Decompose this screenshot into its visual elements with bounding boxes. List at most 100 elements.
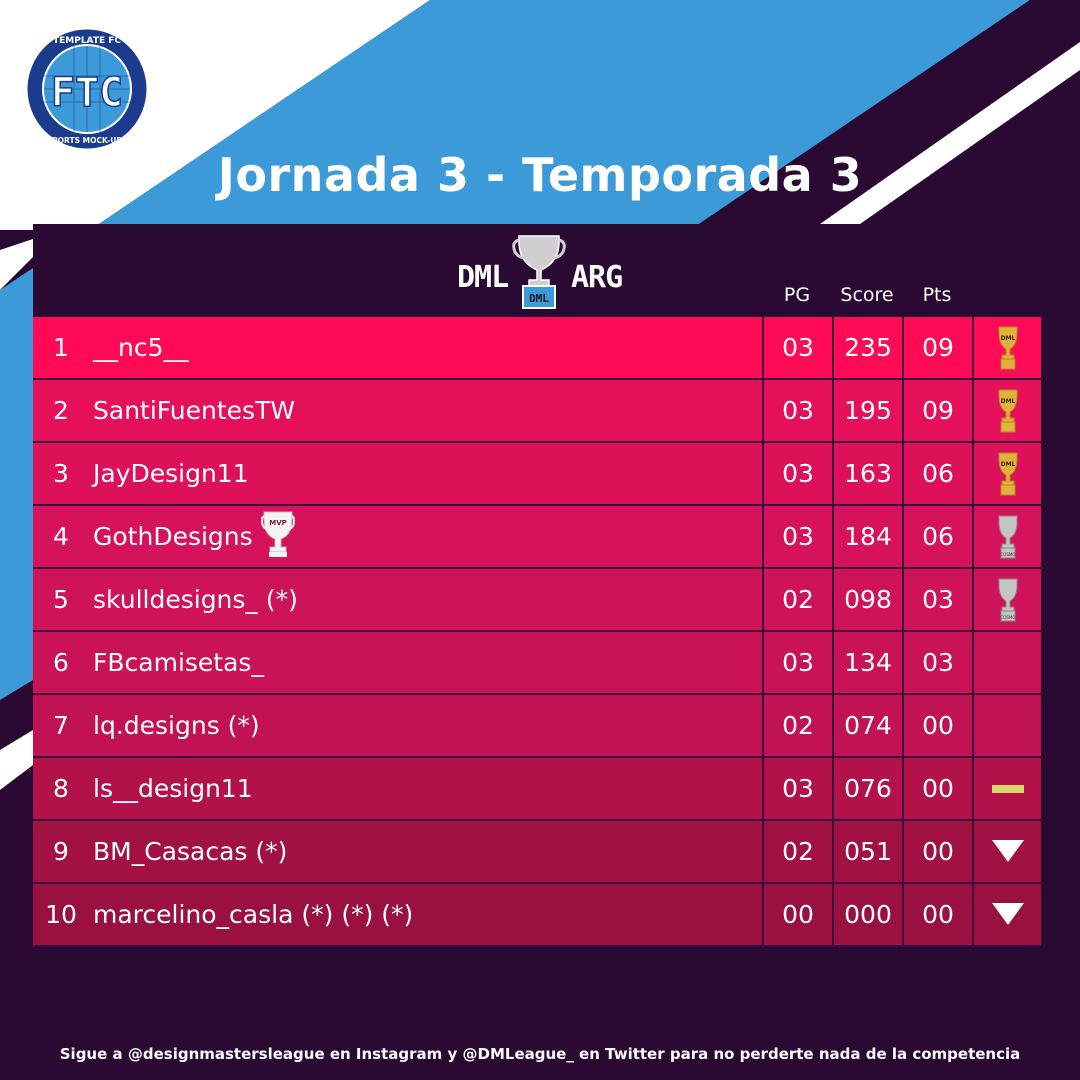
player-name-text: marcelino_casla (*) (*) (*) bbox=[93, 900, 414, 929]
row-pg: 03 bbox=[762, 316, 832, 379]
row-player-name: FBcamisetas_ bbox=[89, 648, 762, 677]
row-player-name: lq.designs (*) bbox=[89, 711, 762, 740]
row-score: 134 bbox=[832, 631, 902, 694]
row-pg: 03 bbox=[762, 379, 832, 442]
player-name-text: ls__design11 bbox=[93, 774, 253, 803]
row-pg: 00 bbox=[762, 883, 832, 946]
row-pg: 02 bbox=[762, 694, 832, 757]
row-pts: 00 bbox=[902, 757, 972, 820]
row-player-name: ls__design11 bbox=[89, 774, 762, 803]
table-row: 9 BM_Casacas (*) 02 051 00 bbox=[33, 820, 1041, 884]
svg-text:DML: DML bbox=[529, 292, 549, 305]
silver-trophy-icon: COSMO bbox=[972, 505, 1041, 568]
row-pts: 00 bbox=[902, 883, 972, 946]
row-player-name: JayDesign11 bbox=[89, 459, 762, 488]
table-row: 7 lq.designs (*) 02 074 00 bbox=[33, 694, 1041, 758]
row-score: 000 bbox=[832, 883, 902, 946]
table-row: 10 marcelino_casla (*) (*) (*) 00 000 00 bbox=[33, 883, 1041, 947]
club-logo: FTC TEMPLATE FC SPORTS MOCK-UPS bbox=[24, 26, 150, 152]
column-header-score: Score bbox=[840, 284, 894, 306]
row-player-name: __nc5__ bbox=[89, 333, 762, 362]
row-position: 6 bbox=[53, 648, 69, 677]
player-name-text: lq.designs (*) bbox=[93, 711, 260, 740]
row-position: 1 bbox=[53, 333, 69, 362]
row-position: 5 bbox=[53, 585, 69, 614]
player-name-text: JayDesign11 bbox=[93, 459, 249, 488]
player-name-text: SantiFuentesTW bbox=[93, 396, 296, 425]
svg-text:COSMO: COSMO bbox=[1000, 552, 1015, 557]
logo-monogram: FTC bbox=[51, 70, 123, 116]
row-score: 184 bbox=[832, 505, 902, 568]
row-pg: 03 bbox=[762, 505, 832, 568]
gold-trophy-icon: DML bbox=[972, 316, 1041, 379]
player-name-text: GothDesigns bbox=[93, 522, 253, 551]
table-row: 1 __nc5__ 03 235 09 DML bbox=[33, 316, 1041, 380]
league-brand: DML DML ARG bbox=[453, 232, 633, 314]
down-arrow-icon bbox=[972, 883, 1041, 946]
row-score: 074 bbox=[832, 694, 902, 757]
row-score: 163 bbox=[832, 442, 902, 505]
player-name-text: FBcamisetas_ bbox=[93, 648, 264, 677]
svg-text:DML: DML bbox=[1000, 335, 1015, 342]
player-name-text: skulldesigns_ (*) bbox=[93, 585, 298, 614]
row-pts: 03 bbox=[902, 631, 972, 694]
row-player-name: skulldesigns_ (*) bbox=[89, 585, 762, 614]
empty-status-cell bbox=[972, 694, 1041, 757]
table-row: 2 SantiFuentesTW 03 195 09 DML bbox=[33, 379, 1041, 443]
row-pts: 03 bbox=[902, 568, 972, 631]
row-pg: 02 bbox=[762, 820, 832, 883]
column-header-pg: PG bbox=[783, 284, 811, 306]
logo-top-text: TEMPLATE FC bbox=[53, 36, 121, 46]
brand-left-text: DML bbox=[457, 260, 509, 295]
footer-text: Sigue a @designmastersleague en Instagra… bbox=[59, 1045, 1021, 1063]
brand-right-text: ARG bbox=[571, 260, 623, 295]
svg-text:DML: DML bbox=[1000, 461, 1015, 468]
row-position: 4 bbox=[53, 522, 69, 551]
row-pts: 00 bbox=[902, 694, 972, 757]
table-body: 1 __nc5__ 03 235 09 DML 2 SantiFuentesTW 03 195 09… bbox=[33, 316, 1041, 947]
player-name-text: BM_Casacas (*) bbox=[93, 837, 288, 866]
row-position: 7 bbox=[53, 711, 69, 740]
table-row: 5 skulldesigns_ (*) 02 098 03 COSMO bbox=[33, 568, 1041, 632]
table-row: 6 FBcamisetas_ 03 134 03 bbox=[33, 631, 1041, 695]
row-score: 098 bbox=[832, 568, 902, 631]
league-cup-icon: DML bbox=[512, 235, 566, 309]
row-pg: 03 bbox=[762, 442, 832, 505]
column-header-pts: Pts bbox=[922, 284, 952, 306]
svg-text:MVP: MVP bbox=[269, 519, 287, 527]
gold-trophy-icon: DML bbox=[972, 442, 1041, 505]
player-name-text: __nc5__ bbox=[93, 333, 189, 362]
svg-text:COSMO: COSMO bbox=[1000, 615, 1015, 620]
row-pts: 00 bbox=[902, 820, 972, 883]
standings-table: DML DML ARG PG Score Pts 1 __nc5__ 03 235 09… bbox=[33, 224, 1041, 947]
row-position: 8 bbox=[53, 774, 69, 803]
neutral-dash-icon bbox=[972, 757, 1041, 820]
page-title: Jornada 3 - Temporada 3 bbox=[217, 148, 863, 202]
gold-trophy-icon: DML bbox=[972, 379, 1041, 442]
table-row: 4 GothDesigns MVP 03 184 06 COSMO bbox=[33, 505, 1041, 569]
row-position: 10 bbox=[45, 900, 77, 929]
row-pts: 09 bbox=[902, 379, 972, 442]
empty-status-cell bbox=[972, 631, 1041, 694]
mvp-trophy-icon: MVP bbox=[260, 509, 295, 565]
table-row: 8 ls__design11 03 076 00 bbox=[33, 757, 1041, 821]
row-player-name: GothDesigns MVP bbox=[89, 509, 762, 565]
row-player-name: BM_Casacas (*) bbox=[89, 837, 762, 866]
down-arrow-icon bbox=[972, 820, 1041, 883]
row-pts: 06 bbox=[902, 505, 972, 568]
row-position: 9 bbox=[53, 837, 69, 866]
row-position: 2 bbox=[53, 396, 69, 425]
table-row: 3 JayDesign11 03 163 06 DML bbox=[33, 442, 1041, 506]
row-player-name: marcelino_casla (*) (*) (*) bbox=[89, 900, 762, 929]
silver-trophy-icon: COSMO bbox=[972, 568, 1041, 631]
row-score: 195 bbox=[832, 379, 902, 442]
row-pg: 02 bbox=[762, 568, 832, 631]
svg-text:DML: DML bbox=[1000, 398, 1015, 405]
row-pg: 03 bbox=[762, 631, 832, 694]
row-score: 235 bbox=[832, 316, 902, 379]
row-pts: 09 bbox=[902, 316, 972, 379]
logo-bottom-text: SPORTS MOCK-UPS bbox=[47, 136, 127, 145]
row-pg: 03 bbox=[762, 757, 832, 820]
row-player-name: SantiFuentesTW bbox=[89, 396, 762, 425]
row-score: 076 bbox=[832, 757, 902, 820]
